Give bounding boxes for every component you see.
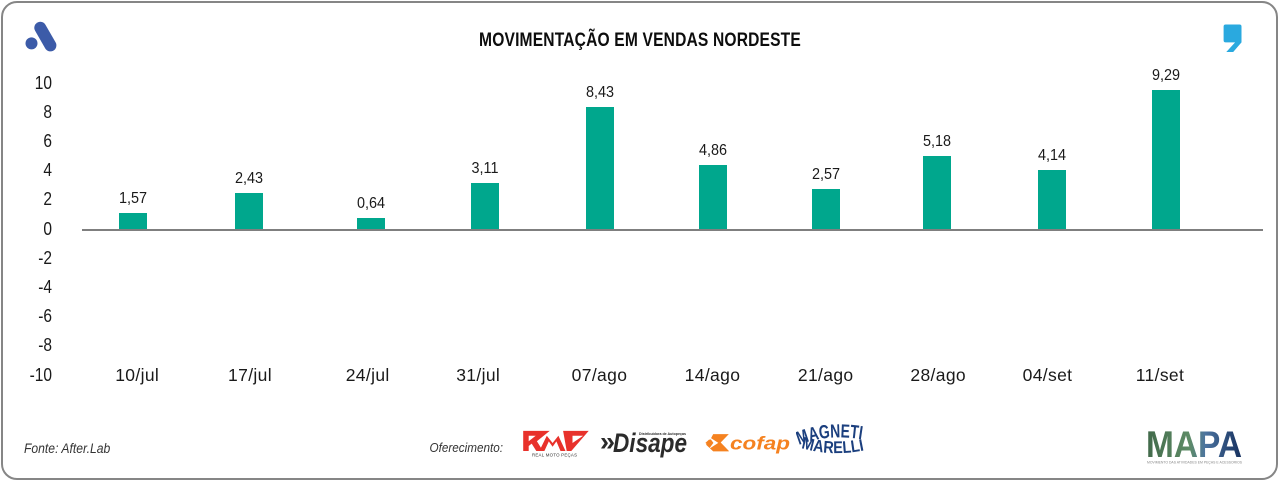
svg-text:Disape: Disape <box>613 428 687 458</box>
svg-text:Distribuidora de Autopeças: Distribuidora de Autopeças <box>639 432 686 436</box>
svg-text:»: » <box>600 427 615 457</box>
svg-text:REAL MOTO PEÇAS: REAL MOTO PEÇAS <box>532 452 577 457</box>
svg-text:MAPA: MAPA <box>1146 428 1242 465</box>
svg-text:cofap: cofap <box>730 433 790 454</box>
svg-text:MOVIMENTO DAS ATIVIDADES EM PE: MOVIMENTO DAS ATIVIDADES EM PEÇAS E ACES… <box>1147 461 1243 465</box>
svg-text:MARELLI: MARELLI <box>800 434 865 458</box>
